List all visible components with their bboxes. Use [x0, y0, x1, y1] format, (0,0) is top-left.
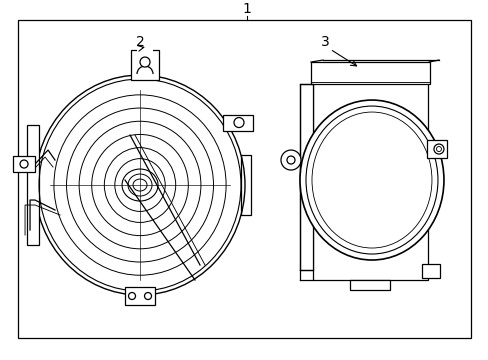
Ellipse shape [299, 100, 443, 260]
Circle shape [144, 293, 151, 300]
Circle shape [234, 118, 244, 127]
Bar [27, 125, 39, 245]
Bar [299, 84, 312, 270]
Bar [137, 44, 153, 74]
Circle shape [128, 293, 135, 300]
Bar [310, 62, 429, 84]
Bar [223, 114, 252, 131]
Ellipse shape [122, 169, 158, 201]
Circle shape [436, 147, 441, 152]
Bar [421, 264, 439, 278]
Ellipse shape [133, 179, 147, 191]
Circle shape [20, 160, 28, 168]
Ellipse shape [35, 75, 244, 295]
Bar [312, 70, 427, 280]
Circle shape [281, 150, 301, 170]
Circle shape [140, 57, 150, 67]
Text: 3: 3 [320, 35, 329, 49]
Bar [125, 287, 155, 305]
Circle shape [433, 144, 443, 154]
Circle shape [286, 156, 294, 164]
Bar [349, 280, 389, 290]
Bar [131, 50, 159, 80]
Bar [241, 155, 250, 215]
Ellipse shape [128, 174, 152, 196]
Bar [13, 156, 35, 172]
Bar [18, 20, 470, 338]
Bar [426, 140, 446, 158]
Text: 1: 1 [242, 2, 251, 16]
Text: 2: 2 [135, 35, 144, 49]
